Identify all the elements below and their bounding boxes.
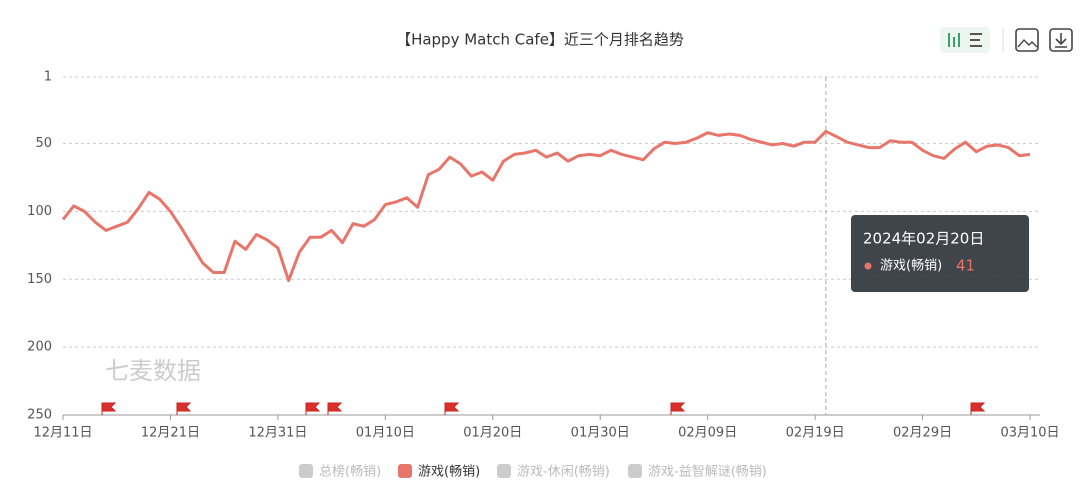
bar-icon bbox=[948, 33, 960, 47]
chart-toggle[interactable] bbox=[940, 27, 990, 53]
x-tick-label: 02月09日 bbox=[678, 426, 737, 441]
tooltip-value: 41 bbox=[956, 257, 975, 275]
event-flag bbox=[444, 402, 460, 415]
y-tick-label: 250 bbox=[27, 408, 52, 423]
tooltip-dot bbox=[864, 262, 872, 270]
legend-swatch bbox=[497, 464, 511, 478]
event-flag bbox=[327, 402, 343, 415]
legend-label[interactable]: 游戏-休闲(畅销) bbox=[517, 465, 610, 480]
event-flag bbox=[670, 402, 686, 415]
x-tick-label: 01月30日 bbox=[571, 426, 630, 441]
series-line bbox=[61, 129, 1031, 283]
image-button[interactable] bbox=[1015, 28, 1039, 52]
event-flag bbox=[305, 402, 321, 415]
x-tick-label: 02月29日 bbox=[893, 426, 952, 441]
x-tick-label: 03月10日 bbox=[1000, 426, 1059, 441]
tooltip-box bbox=[851, 215, 1029, 292]
tooltip-series: 游戏(畅销) bbox=[880, 259, 942, 274]
event-flag bbox=[176, 402, 192, 415]
y-tick-label: 1 bbox=[44, 70, 52, 85]
list-icon bbox=[970, 33, 982, 47]
image-icon bbox=[1017, 38, 1038, 48]
x-tick-label: 12月31日 bbox=[248, 426, 307, 441]
legend-label[interactable]: 游戏(畅销) bbox=[418, 465, 480, 480]
y-tick-label: 50 bbox=[35, 136, 52, 151]
chart-title: 【Happy Match Cafe】近三个月排名趋势 bbox=[396, 31, 684, 49]
y-tick-label: 150 bbox=[27, 272, 52, 287]
tooltip-title: 2024年02月20日 bbox=[863, 230, 984, 248]
x-tick-label: 01月10日 bbox=[356, 426, 415, 441]
y-tick-label: 100 bbox=[27, 204, 52, 219]
event-flag bbox=[970, 402, 986, 415]
toolbar bbox=[940, 27, 1073, 53]
y-tick-label: 200 bbox=[27, 340, 52, 355]
watermark: 七麦数据 bbox=[105, 357, 201, 385]
legend-swatch bbox=[299, 464, 313, 478]
download-icon bbox=[1055, 33, 1067, 48]
legend-swatch bbox=[628, 464, 642, 478]
legend-label[interactable]: 总榜(畅销) bbox=[319, 464, 381, 480]
event-flag bbox=[101, 402, 117, 415]
x-tick-label: 12月11日 bbox=[33, 426, 92, 441]
x-tick-label: 01月20日 bbox=[463, 426, 522, 441]
x-tick-label: 12月21日 bbox=[141, 426, 200, 441]
download-button[interactable] bbox=[1049, 28, 1073, 52]
legend-swatch bbox=[398, 464, 412, 478]
x-tick-label: 02月19日 bbox=[786, 426, 845, 441]
legend-label[interactable]: 游戏-益智解谜(畅销) bbox=[648, 465, 767, 480]
